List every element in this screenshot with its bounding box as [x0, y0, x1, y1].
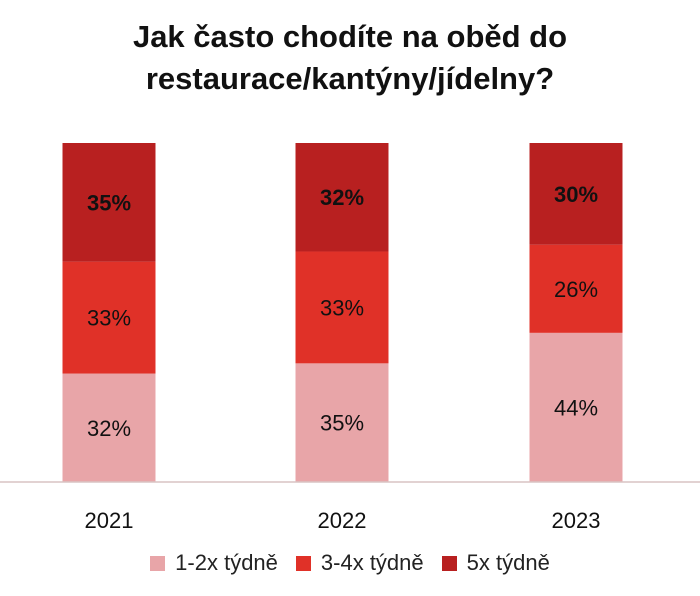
- data-label-2022-s2: 32%: [320, 185, 364, 210]
- bar-segment-2022-s1: [295, 251, 389, 364]
- legend-swatch-3-4x: [295, 555, 311, 571]
- data-label-2023-s1: 26%: [554, 277, 598, 302]
- x-tick-label-2022: 2022: [318, 508, 367, 533]
- data-label-2021-s0: 32%: [87, 416, 131, 441]
- legend-label-1-2x: 1-2x týdně: [175, 550, 278, 575]
- legend-item-5x: 5x týdně: [441, 550, 550, 576]
- chart-title: Jak často chodíte na oběd do restaurace/…: [20, 16, 680, 100]
- data-label-2021-s2: 35%: [87, 190, 131, 215]
- legend-item-1-2x: 1-2x týdně: [150, 550, 278, 576]
- data-label-2021-s1: 33%: [87, 306, 131, 331]
- chart-title-line-1: Jak často chodíte na oběd do: [132, 19, 568, 54]
- legend-item-3-4x: 3-4x týdně: [295, 550, 424, 576]
- bar-segment-2021-s2: [62, 143, 156, 262]
- bar-segment-2023-s2: [529, 143, 623, 245]
- data-label-2022-s1: 33%: [320, 295, 364, 320]
- bar-segment-2022-s2: [295, 143, 389, 252]
- legend-swatch-5x: [441, 555, 457, 571]
- data-label-2022-s0: 35%: [320, 411, 364, 436]
- legend-swatch-1-2x: [150, 555, 166, 571]
- legend-label-3-4x: 3-4x týdně: [320, 550, 424, 575]
- chart-title-line-2: restaurace/kantýny/jídelny?: [145, 61, 555, 96]
- data-label-2023-s2: 30%: [554, 182, 598, 207]
- legend-label-5x: 5x týdně: [466, 550, 550, 575]
- chart-legend: 1-2x týdně 3-4x týdně 5x týdně: [0, 550, 700, 576]
- bar-segment-2022-s0: [295, 363, 389, 482]
- bar-segment-2023-s0: [529, 332, 623, 482]
- bar-segment-2023-s1: [529, 244, 623, 333]
- x-tick-label-2021: 2021: [85, 508, 134, 533]
- data-label-2023-s0: 44%: [554, 395, 598, 420]
- bar-segment-2021-s0: [62, 373, 156, 482]
- x-tick-label-2023: 2023: [552, 508, 601, 533]
- bar-segment-2021-s1: [62, 261, 156, 374]
